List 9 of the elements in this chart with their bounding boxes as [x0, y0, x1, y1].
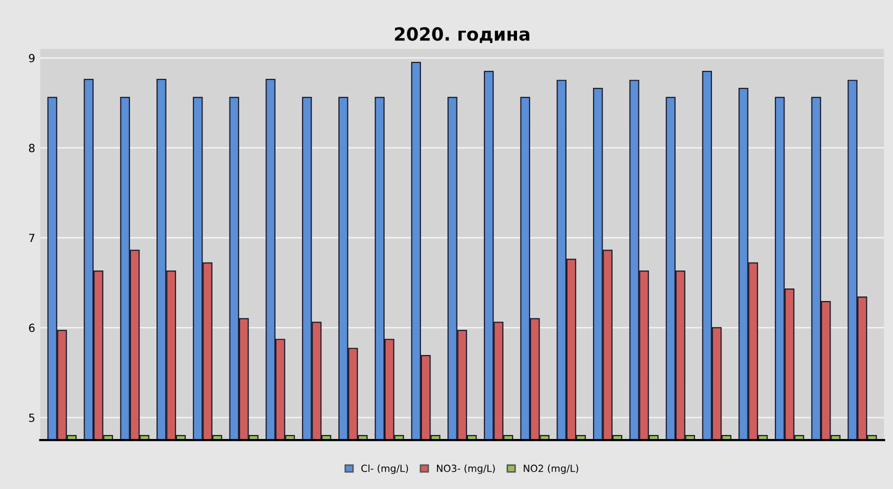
legend-label: Cl- (mg/L) [361, 464, 408, 474]
chart-title: 2020. година [394, 27, 530, 44]
y-tick-label: 7 [29, 234, 34, 242]
legend-label: NO2 (mg/L) [524, 464, 578, 474]
y-tick-label: 5 [29, 414, 34, 422]
y-tick-label: 6 [29, 324, 35, 332]
y-tick-label: 8 [29, 144, 35, 152]
legend-label: NO3- (mg/L) [436, 464, 495, 474]
y-tick-label: 9 [28, 54, 35, 62]
